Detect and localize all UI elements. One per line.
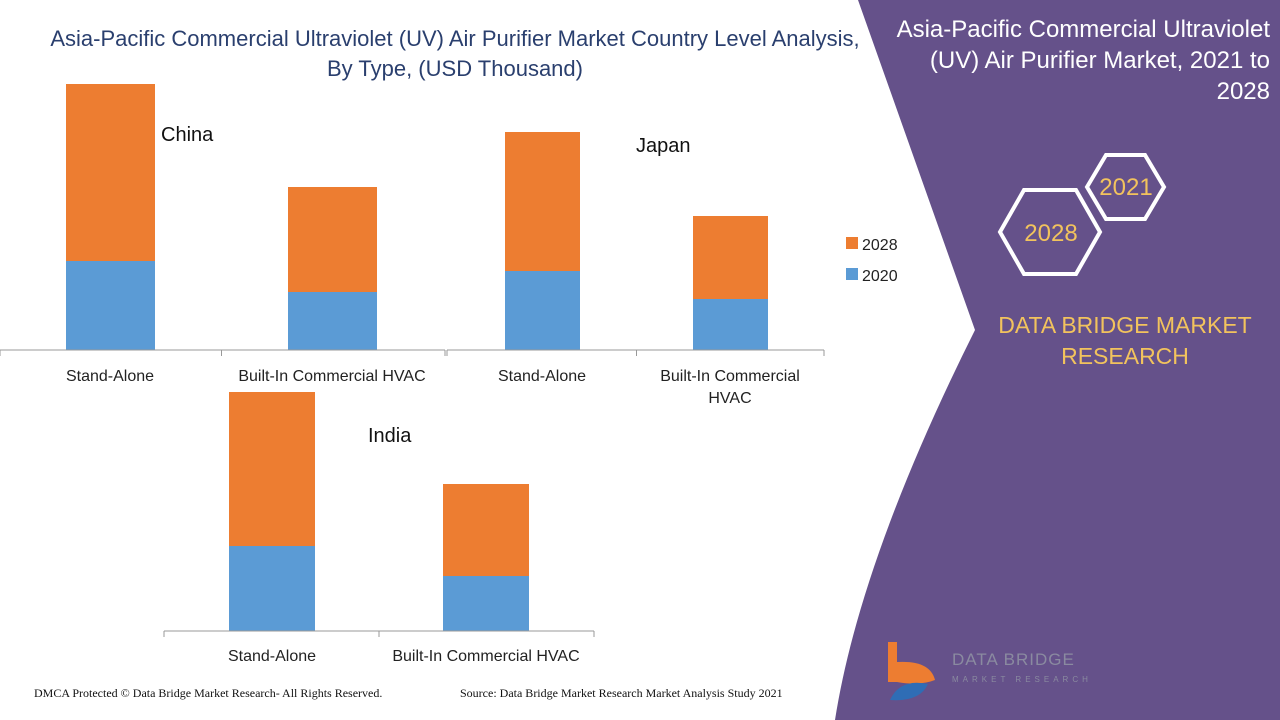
category-label: Stand-Alone: [498, 368, 586, 385]
data-bridge-logo: DATA BRIDGE MARKET RESEARCH: [880, 640, 1100, 705]
chart-japan: Stand-Alone Built-In Commercial HVAC Japan: [446, 132, 825, 407]
bar-china-stand-alone-2028: [66, 84, 155, 261]
country-label: China: [161, 124, 214, 146]
bar-china-stand-alone-2020: [66, 261, 155, 350]
hex-year-2021: 2021: [1099, 174, 1152, 201]
legend-swatch-2028: [846, 237, 858, 249]
hexagon-2028: [997, 188, 1103, 276]
brand-name: DATA BRIDGE MARKET RESEARCH: [998, 312, 1252, 369]
country-label: Japan: [636, 135, 691, 157]
bar-india-built-in-commercial-hvac-2020: [443, 576, 529, 631]
category-label: Stand-Alone: [66, 368, 154, 385]
chart-china: Stand-Alone Built-In Commercial HVAC China: [0, 84, 446, 385]
category-label: Built-In Commercial HVAC: [238, 368, 425, 385]
bar-india-stand-alone-2020: [229, 546, 315, 631]
category-label: Built-In Commercial HVAC: [392, 648, 579, 665]
chart-title: Asia-Pacific Commercial Ultraviolet (UV)…: [50, 26, 860, 81]
copyright-notice: DMCA Protected © Data Bridge Market Rese…: [34, 686, 383, 700]
bar-japan-stand-alone-2028: [505, 132, 580, 271]
hex-year-2028: 2028: [1024, 220, 1077, 247]
legend-swatch-2020: [846, 268, 858, 280]
category-label: Built-In Commercial HVAC: [660, 368, 800, 407]
x-axis: [446, 349, 825, 356]
x-axis: [0, 349, 446, 356]
country-label: India: [368, 425, 412, 447]
bar-japan-built-in-commercial-hvac-2028: [693, 216, 768, 299]
bar-india-built-in-commercial-hvac-2028: [443, 484, 529, 576]
bar-japan-stand-alone-2020: [505, 271, 580, 350]
chart-india: Stand-Alone Built-In Commercial HVAC India: [163, 392, 595, 665]
hexagon-2021: [1084, 153, 1167, 221]
bar-japan-built-in-commercial-hvac-2020: [693, 299, 768, 350]
bar-india-stand-alone-2028: [229, 392, 315, 546]
logo-mark-icon: [888, 642, 935, 701]
legend-label-2028: 2028: [862, 237, 898, 254]
legend: 2028 2020: [846, 237, 898, 285]
legend-label-2020: 2020: [862, 268, 898, 285]
source-note: Source: Data Bridge Market Research Mark…: [460, 686, 783, 700]
side-panel-title: Asia-Pacific Commercial Ultraviolet (UV)…: [896, 16, 1270, 105]
logo-text-bottom: MARKET RESEARCH: [952, 675, 1092, 684]
category-label: Stand-Alone: [228, 648, 316, 665]
bar-china-built-in-commercial-hvac-2028: [288, 187, 377, 292]
logo-text-top: DATA BRIDGE: [952, 650, 1075, 669]
x-axis: [163, 630, 595, 637]
bar-china-built-in-commercial-hvac-2020: [288, 292, 377, 350]
